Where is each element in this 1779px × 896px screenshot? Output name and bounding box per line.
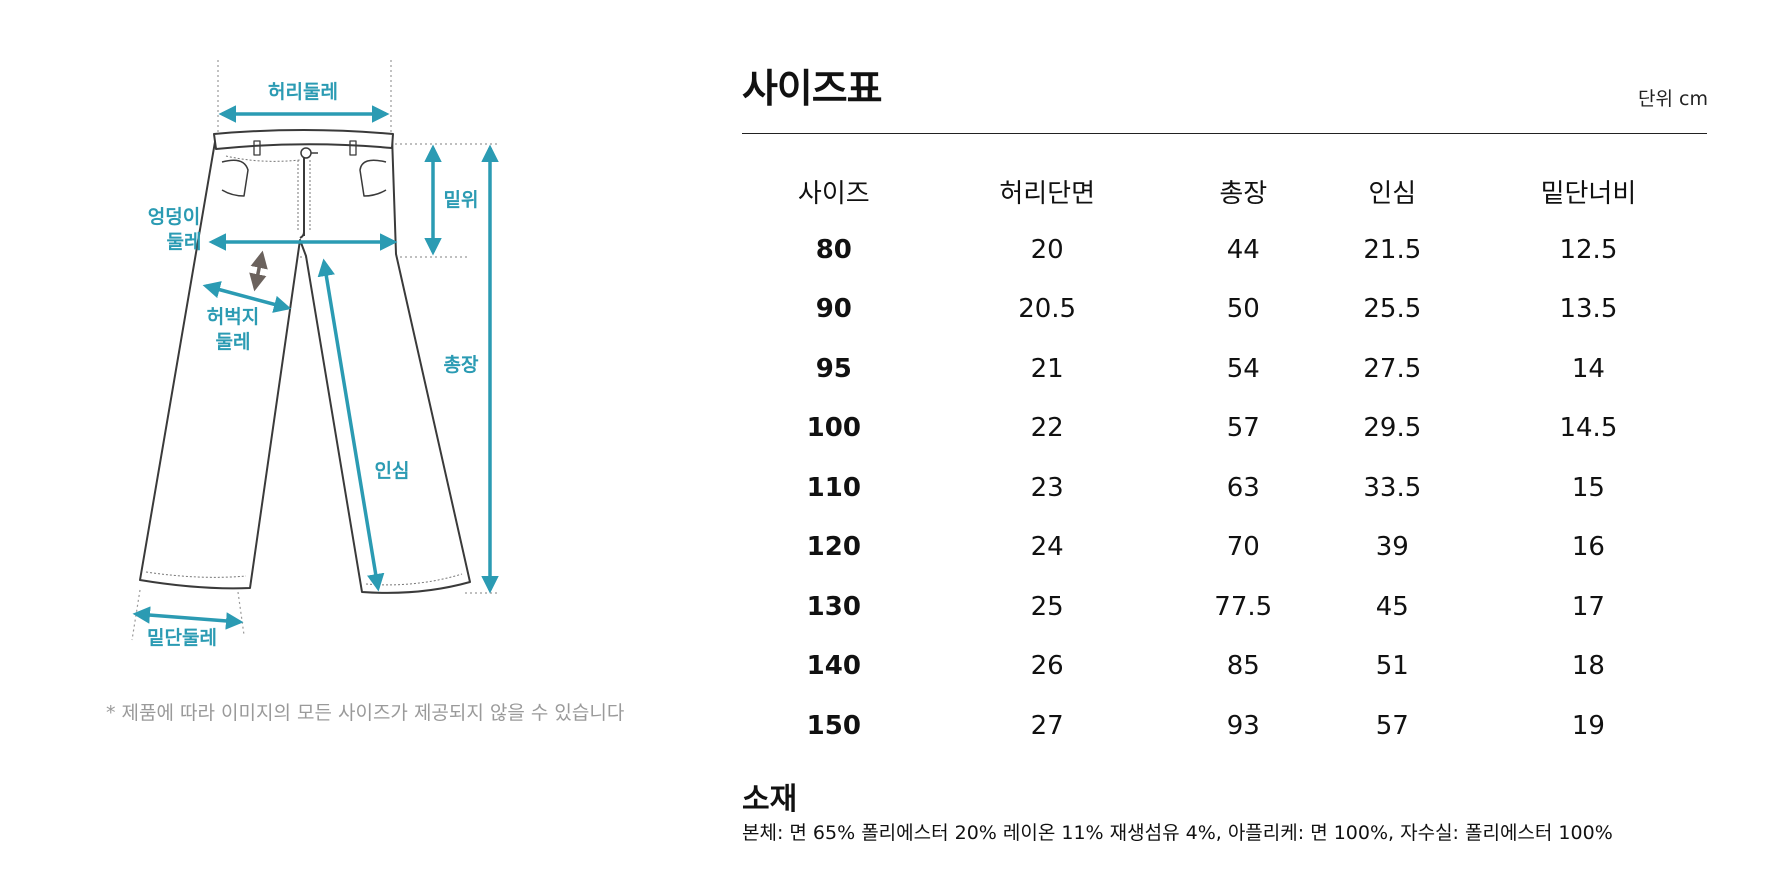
table-row: 150 27 93 57 19	[742, 696, 1710, 756]
hip-label-line2: 둘레	[167, 231, 202, 253]
measurement-cell: 45	[1375, 591, 1409, 622]
measurement-cell: 54	[1226, 353, 1260, 384]
page-title: 사이즈표	[742, 67, 883, 112]
column-header: 사이즈	[797, 178, 870, 209]
measurement-cell: 26	[1030, 651, 1064, 682]
material-title: 소재	[742, 782, 798, 817]
measurement-cell: 20.5	[1018, 294, 1077, 325]
measurement-cell: 70	[1226, 532, 1260, 563]
pants-measurement-diagram: 허리둘레 밑위 엉덩이 둘레 허벅지 둘레 총장 인심 밑단둘레	[131, 60, 500, 649]
measurement-cell: 17	[1571, 591, 1605, 622]
column-header: 허리단면	[999, 178, 1095, 209]
size-cell: 150	[806, 710, 861, 741]
inseam-arrow	[317, 258, 385, 592]
measurement-cell: 14	[1571, 353, 1605, 384]
material-text: 본체: 면 65% 폴리에스터 20% 레이온 11% 재생섬유 4%, 아플리…	[742, 822, 1613, 844]
size-cell: 110	[806, 472, 861, 503]
measurement-cell: 57	[1226, 413, 1260, 444]
table-row: 120 24 70 39 16	[742, 518, 1710, 578]
size-cell: 90	[815, 294, 852, 325]
measurement-cell: 25	[1030, 591, 1064, 622]
hem-label: 밑단둘레	[147, 627, 217, 649]
measurement-cell: 29.5	[1363, 413, 1422, 444]
measurement-cell: 50	[1226, 294, 1260, 325]
table-row: 130 25 77.5 45 17	[742, 577, 1710, 637]
measurement-cell: 63	[1226, 472, 1260, 503]
measurement-cell: 13.5	[1559, 294, 1618, 325]
measurement-cell: 21.5	[1363, 234, 1422, 265]
column-header: 총장	[1219, 178, 1268, 209]
size-cell: 95	[815, 353, 852, 384]
table-row: 80 20 44 21.5 12.5	[742, 220, 1710, 280]
size-cell: 120	[806, 532, 861, 563]
measurement-cell: 24	[1030, 532, 1064, 563]
waist-label: 허리둘레	[268, 81, 338, 103]
table-row: 110 23 63 33.5 15	[742, 458, 1710, 518]
size-cell: 140	[806, 651, 861, 682]
measurement-cell: 21	[1030, 353, 1064, 384]
column-header: 인심	[1368, 178, 1417, 209]
total-length-label: 총장	[444, 354, 479, 376]
measurement-cell: 93	[1226, 710, 1260, 741]
availability-note: * 제품에 따라 이미지의 모든 사이즈가 제공되지 않을 수 있습니다	[106, 702, 625, 724]
measurement-cell: 57	[1375, 710, 1409, 741]
thigh-label-line2: 둘레	[216, 331, 251, 353]
measurement-cell: 18	[1571, 651, 1605, 682]
table-row: 100 22 57 29.5 14.5	[742, 399, 1710, 459]
measurement-cell: 33.5	[1363, 472, 1422, 503]
hem-arrow	[132, 606, 244, 630]
measurement-cell: 19	[1571, 710, 1605, 741]
table-row: 90 20.5 50 25.5 13.5	[742, 280, 1710, 340]
measurement-cell: 15	[1571, 472, 1605, 503]
size-cell: 100	[806, 413, 861, 444]
rise-label: 밑위	[444, 189, 479, 211]
hip-label-line1: 엉덩이	[148, 206, 200, 228]
measurement-cell: 23	[1030, 472, 1064, 503]
table-row: 140 26 85 51 18	[742, 637, 1710, 697]
measurement-cell: 12.5	[1559, 234, 1618, 265]
measurement-cell: 16	[1571, 532, 1605, 563]
measurement-cell: 44	[1226, 234, 1260, 265]
measurement-cell: 25.5	[1363, 294, 1422, 325]
size-cell: 130	[806, 591, 861, 622]
table-header-row: 사이즈 허리단면 총장 인심 밑단너비	[742, 162, 1710, 220]
inseam-label: 인심	[375, 460, 410, 482]
measurement-arrows	[132, 105, 499, 630]
thigh-arrow	[202, 281, 292, 313]
measurement-cell: 51	[1375, 651, 1409, 682]
pants-outline	[139, 129, 471, 594]
title-divider	[742, 133, 1707, 134]
measurement-cell: 22	[1030, 413, 1064, 444]
measurement-cell: 77.5	[1214, 591, 1273, 622]
measurement-cell: 27	[1030, 710, 1064, 741]
measurement-cell: 27.5	[1363, 353, 1422, 384]
unit-label: 단위 cm	[1638, 88, 1708, 110]
size-table: 사이즈 허리단면 총장 인심 밑단너비 80 20 44 21.5 12.5 90 20.5…	[742, 162, 1710, 756]
column-header: 밑단너비	[1540, 178, 1637, 209]
size-cell: 80	[815, 234, 852, 265]
thigh-guide-arrow	[249, 250, 268, 292]
measurement-cell: 20	[1030, 234, 1064, 265]
measurement-cell: 85	[1226, 651, 1260, 682]
thigh-label-line1: 허벅지	[207, 306, 259, 328]
measurement-cell: 14.5	[1559, 413, 1618, 444]
measurement-cell: 39	[1375, 532, 1409, 563]
table-row: 95 21 54 27.5 14	[742, 339, 1710, 399]
